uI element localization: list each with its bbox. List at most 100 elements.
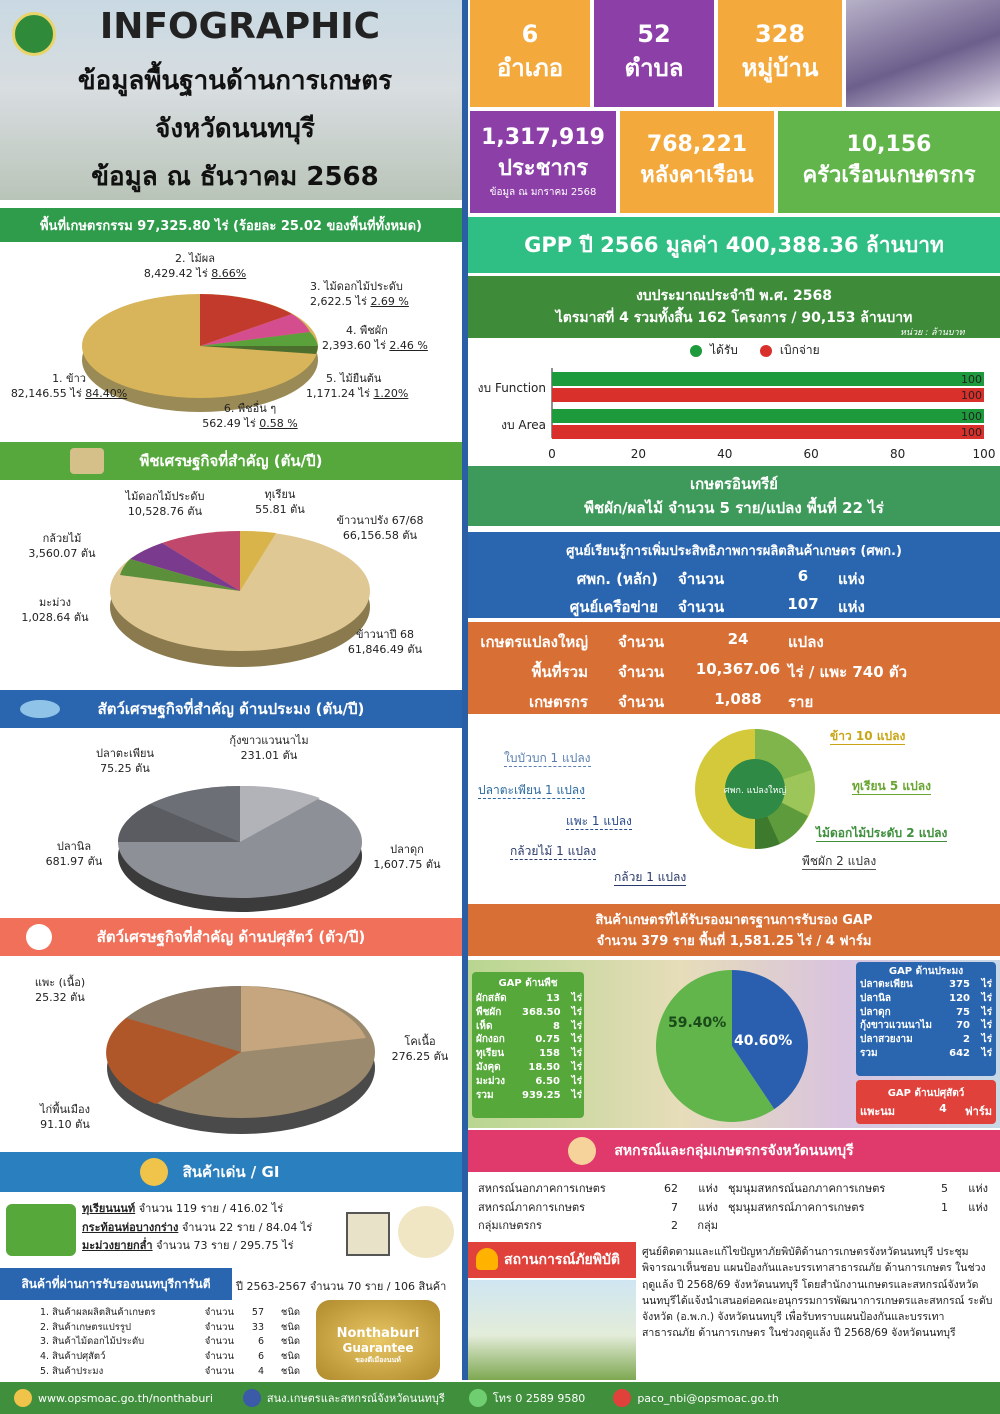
- gap-banner: สินค้าเกษตรที่ได้รับรองมาตรฐานการรับรอง …: [468, 904, 1000, 956]
- fish-label-tilapia: ปลานิล 681.97 ตัน: [45, 840, 103, 868]
- footer-web[interactable]: www.opsmoac.go.th/nonthaburi: [38, 1391, 213, 1405]
- budget-category-label: งบ Area: [501, 418, 546, 432]
- gi-item-durian: ทุเรียนนนท์ จำนวน 119 ราย / 416.02 ไร่: [82, 1202, 284, 1215]
- guarantee-table-row: 1. สินค้าผลผลิตสินค้าเกษตร จำนวน 57 ชนิด: [40, 1306, 300, 1321]
- budget-line2: ไตรมาสที่ 4 รวมทั้งสิ้น 162 โครงการ / 90…: [555, 310, 913, 326]
- gap-plant-table-cell: ไร่: [571, 1006, 582, 1018]
- gap-fish-table-cell: 75: [956, 1006, 970, 1018]
- gap-plant-table-row: รวม 939.25 ไร่: [476, 1089, 582, 1103]
- guarantee-logo-line3: ของดีเมืองนนท์: [355, 1356, 401, 1364]
- gap-fish-table-row: ปลานิล 120 ไร่: [860, 992, 992, 1006]
- disaster-text: ศูนย์ติดตามและแก้ไขปัญหาภัยพิบัติด้านการ…: [642, 1246, 993, 1340]
- guarantee-table-cell: ชนิด: [280, 1321, 300, 1333]
- guarantee-table-cell: 57: [251, 1307, 264, 1318]
- legend-spent-dot: [759, 344, 772, 357]
- gi-banner-text: สินค้าเด่น / GI: [182, 1163, 280, 1181]
- gap-plant-table-cell: ไร่: [571, 1048, 582, 1060]
- fish-pie: [117, 785, 362, 912]
- gi-icon: [140, 1158, 168, 1186]
- livestock-pie: [106, 985, 375, 1134]
- fish-banner-text: สัตว์เศรษฐกิจที่สำคัญ ด้านประมง (ตัน/ปี): [97, 700, 365, 718]
- gap-plant-table-cell: พืชผัก: [476, 1006, 502, 1018]
- landuse-label-rice: 1. ข้าว 82,146.55 ไร่ 84.40%: [10, 372, 128, 400]
- budget-tick-label: 80: [890, 447, 905, 461]
- coop-icon: [568, 1137, 596, 1165]
- gap-plant-table-cell: 13: [546, 993, 560, 1004]
- disaster-banner-text: สถานการณ์ภัยพิบัติ: [504, 1252, 620, 1268]
- guarantee-table-row: 5. สินค้าประมง จำนวน 4 ชนิด: [40, 1365, 300, 1380]
- guarantee-table-cell: จำนวน: [204, 1321, 234, 1333]
- bigfarm-row-farmers: เกษตรกร จำนวน 1,088 ราย: [528, 690, 814, 711]
- tile-households: 768,221 หลังคาเรือน: [620, 111, 774, 213]
- gap-plant-table-cell: 368.50: [522, 1006, 561, 1018]
- coop-left-row: สหกรณ์ภาคการเกษตร 7 แห่ง: [478, 1199, 718, 1218]
- learning-title: ศูนย์เรียนรู้การเพิ่มประสิทธิภาพการผลิตส…: [566, 544, 902, 559]
- fish-label-shrimp: กุ้งขาวแวนนาไม 231.01 ตัน: [229, 734, 309, 762]
- coop-banner-text: สหกรณ์และกลุ่มเกษตรกรจังหวัดนนทบุรี: [614, 1143, 854, 1159]
- header-line1: ข้อมูลพื้นฐานด้านการเกษตร: [77, 66, 393, 96]
- gap-plant-table-cell: รวม: [476, 1089, 494, 1101]
- households-label: หลังคาเรือน: [640, 163, 754, 188]
- landuse-label-vegetable: 4. พืชผัก 2,393.60 ไร่ 2.46 %: [322, 324, 428, 352]
- crops-label-mango: มะม่วง 1,028.64 ตัน: [21, 596, 89, 624]
- gap-plant-table-row: ผักสลัด 13 ไร่: [476, 992, 582, 1006]
- farm-households-num: 10,156: [846, 132, 932, 157]
- gpp-banner: GPP ปี 2566 มูลค่า 400,388.36 ล้านบาท: [468, 217, 1000, 273]
- footer-phone[interactable]: โทร 0 2589 9580: [492, 1392, 586, 1405]
- guarantee-logo-line2: Guarantee: [342, 1341, 414, 1355]
- gap-fish-table-cell: ไร่: [981, 1020, 992, 1032]
- budget-bar: [552, 409, 984, 423]
- gap-fish-table-cell: กุ้งขาวแวนนาไม: [860, 1020, 932, 1032]
- gap-fish-table-cell: ปลาดุก: [860, 1006, 891, 1018]
- gap-plant-table-cell: ผักงอก: [476, 1034, 505, 1046]
- guarantee-table-cell: ชนิด: [280, 1336, 300, 1348]
- gap-fish-table-cell: 642: [949, 1047, 970, 1059]
- guarantee-banner: สินค้าที่ผ่านการรับรองนนทบุรีการันตี: [0, 1268, 232, 1300]
- coop-right-row: ชุมนุมสหกรณ์นอกภาคการเกษตร 5 แห่ง: [728, 1180, 988, 1199]
- gap-title2: จำนวน 379 ราย พื้นที่ 1,581.25 ไร่ / 4 ฟ…: [596, 934, 872, 949]
- header-title: INFOGRAPHIC: [99, 6, 381, 47]
- footer-facebook[interactable]: สนง.เกษตรและสหกรณ์จังหวัดนนทบุรี: [266, 1392, 445, 1405]
- gap-pie: [656, 970, 808, 1122]
- gap-plant-table-cell: ไร่: [571, 1089, 582, 1101]
- plot-pennywort: ใบบัวบก 1 แปลง: [504, 750, 591, 768]
- coop-right-cell: ชุมนุมสหกรณ์ภาคการเกษตร: [728, 1200, 865, 1214]
- coop-left-cell: กลุ่มเกษตรกร: [478, 1219, 542, 1233]
- gap-plant-table-cell: ไร่: [571, 993, 582, 1004]
- footer-mail[interactable]: paco_nbi@opsmoac.go.th: [637, 1391, 779, 1405]
- coop-left-cell: กลุ่ม: [697, 1219, 718, 1233]
- gap-plant-table-cell: 18.50: [528, 1061, 560, 1073]
- learning-panel: ศูนย์เรียนรู้การเพิ่มประสิทธิภาพการผลิตส…: [468, 532, 1000, 618]
- fish-label-catfish: ปลาดุก 1,607.75 ตัน: [373, 843, 441, 871]
- gap-fish-table: ปลาตะเพียน 375 ไร่ ปลานิล 120 ไร่ ปลาดุก 75 ไร่ก…: [860, 978, 992, 1061]
- coop-left-cell: แห่ง: [698, 1200, 718, 1214]
- legend-received-dot: [690, 344, 702, 357]
- coop-right-row: ชุมนุมสหกรณ์ภาคการเกษตร 1 แห่ง: [728, 1199, 988, 1218]
- gap-fish-table-row: กุ้งขาวแวนนาไม 70 ไร่: [860, 1019, 992, 1033]
- gap-fish-table-cell: ปลาตะเพียน: [860, 979, 913, 990]
- budget-tick-label: 20: [631, 447, 646, 461]
- budget-category-label: งบ Function: [478, 381, 546, 395]
- gap-plant-table-cell: มะม่วง: [476, 1075, 506, 1087]
- coop-banner: สหกรณ์และกลุ่มเกษตรกรจังหวัดนนทบุรี: [468, 1130, 1000, 1172]
- gap-livestock-row: แพะนม 4 ฟาร์ม: [860, 1102, 992, 1118]
- ministry-logo: [12, 12, 56, 56]
- landuse-pie: [82, 294, 318, 412]
- village-num: 328: [754, 20, 806, 48]
- subdistrict-label: ตำบล: [624, 54, 684, 82]
- guarantee-summary: ปี 2563-2567 จำนวน 70 ราย / 106 สินค้า: [236, 1280, 447, 1293]
- coop-left-cell: สหกรณ์นอกภาคการเกษตร: [478, 1182, 606, 1195]
- gi-item-mango: มะม่วงยายกล่ำ จำนวน 73 ราย / 295.75 ไร่: [82, 1239, 294, 1253]
- livestock-label-goat: แพะ (เนื้อ) 25.32 ตัน: [34, 976, 86, 1004]
- budget-unit: หน่วย : ล้านบาท: [900, 328, 965, 338]
- gap-fish-table-cell: 120: [949, 992, 970, 1004]
- gap-plant-table-row: มะม่วง 6.50 ไร่: [476, 1075, 582, 1089]
- coop-left-cell: 62: [664, 1182, 678, 1195]
- guarantee-logo: Nonthaburi Guarantee ของดีเมืองนนท์: [316, 1300, 440, 1380]
- tile-village: 328 หมู่บ้าน: [718, 0, 842, 107]
- budget-value-label: 100: [961, 389, 982, 402]
- guarantee-table: 1. สินค้าผลผลิตสินค้าเกษตร จำนวน 57 ชนิด 2. …: [40, 1306, 300, 1380]
- gi-banner: สินค้าเด่น / GI: [0, 1152, 462, 1192]
- bigfarm-row-plots: เกษตรแปลงใหญ่ จำนวน 24 แปลง: [480, 630, 824, 651]
- guarantee-table-cell: 6: [257, 1336, 264, 1348]
